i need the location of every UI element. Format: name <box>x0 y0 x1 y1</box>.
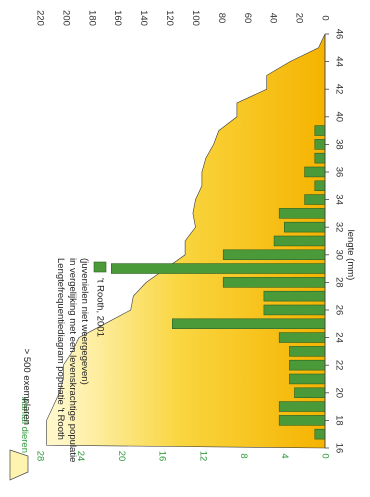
length-tick-label: 16 <box>333 443 344 454</box>
left-axis-tick-label: 8 <box>238 453 249 458</box>
right-axis-tick-label: 160 <box>112 10 123 26</box>
bar <box>289 373 326 385</box>
bar <box>172 318 326 329</box>
right-axis-tick-label: 0 <box>319 15 330 20</box>
axes-layer <box>324 33 329 449</box>
bar <box>278 415 326 426</box>
length-tick-label: 24 <box>333 332 344 343</box>
reference-area <box>46 33 326 449</box>
bar <box>314 139 326 150</box>
bar <box>273 235 326 247</box>
bars-layer <box>111 125 326 440</box>
bar <box>222 249 326 261</box>
length-tick-label: 46 <box>333 29 344 40</box>
bar <box>294 387 326 398</box>
right-axis-tick-label: 140 <box>138 10 149 26</box>
bar <box>314 152 326 164</box>
reference-area-layer <box>46 33 326 449</box>
length-tick-label: 38 <box>333 139 344 150</box>
left-axis-tick-label: 12 <box>197 451 208 462</box>
right-axis-tick-label: 20 <box>294 13 305 24</box>
right-axis-tick-label: 80 <box>216 13 227 24</box>
right-axis-tick-label: 200 <box>60 10 71 26</box>
length-tick-label: 42 <box>333 84 344 95</box>
left-axis-tick-label: 4 <box>279 453 290 458</box>
bar <box>289 346 326 357</box>
bar <box>278 332 326 343</box>
y-axis-label: Aantal dieren <box>19 397 30 453</box>
x-axis-label: lengte (mm) <box>345 230 356 281</box>
left-axis-tick-label: 0 <box>319 453 330 458</box>
bar <box>314 125 326 136</box>
right-axis-tick-label: 220 <box>34 10 45 26</box>
bar <box>314 180 326 192</box>
length-tick-label: 26 <box>333 305 344 316</box>
length-tick-label: 18 <box>333 415 344 426</box>
bar <box>304 194 326 205</box>
bar <box>263 304 326 316</box>
length-tick-label: 30 <box>333 250 344 261</box>
length-tick-label: 36 <box>333 167 344 178</box>
chart-title-line: (juvenielen niet weergegeven) <box>79 258 90 385</box>
bar <box>304 166 326 178</box>
legend-reference-label: > 500 exemplaren <box>21 349 32 425</box>
bar <box>278 208 326 219</box>
chart-title-line: Lengtefrequentiediagram populatie 't Roo… <box>55 258 66 440</box>
length-tick-label: 22 <box>333 360 344 371</box>
right-axis-tick-label: 60 <box>242 13 253 24</box>
legend-series-swatch <box>93 261 107 273</box>
length-tick-label: 28 <box>333 277 344 288</box>
right-axis-tick-label: 40 <box>268 13 279 24</box>
length-tick-label: 40 <box>333 112 344 123</box>
right-axis-tick-label: 100 <box>190 10 201 26</box>
labels-layer: 16 18 20 22 24 26 28 30 32 34 36 38 40 42 44 46 0 4 8 12 16 2… <box>9 10 356 481</box>
bar <box>314 428 326 440</box>
right-axis-tick-label: 180 <box>86 10 97 26</box>
length-tick-label: 34 <box>333 194 344 205</box>
bar <box>263 290 326 302</box>
length-tick-label: 32 <box>333 222 344 233</box>
right-axis-tick-label: 120 <box>164 10 175 26</box>
left-axis-tick-label: 20 <box>116 451 127 462</box>
bar <box>222 277 326 288</box>
legend-reference-swatch <box>9 449 29 481</box>
length-tick-label: 44 <box>333 56 344 67</box>
chart-title-line: in vergelijking met een levenskrachtige … <box>67 258 78 462</box>
left-axis-tick-label: 28 <box>34 451 45 462</box>
bar <box>289 359 326 371</box>
bar <box>111 263 326 274</box>
bar <box>283 221 326 233</box>
bar <box>278 401 326 412</box>
length-tick-label: 20 <box>333 388 344 399</box>
left-axis-tick-label: 16 <box>157 451 168 462</box>
left-axis-tick-label: 24 <box>75 451 86 462</box>
legend-series-label: 't Rooth, 2001 <box>94 278 105 337</box>
